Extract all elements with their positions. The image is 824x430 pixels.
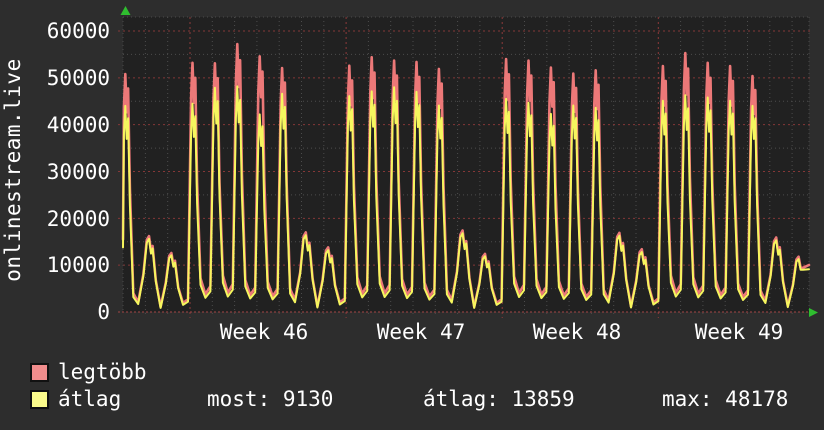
series-line-avg (122, 85, 810, 309)
x-axis-label-week-48: Week 48 (532, 320, 622, 344)
x-axis-label-week-47: Week 47 (376, 320, 466, 344)
y-axis-label: 30000 (46, 160, 110, 184)
stat-max-value: 48178 (725, 387, 789, 411)
vertical-title: onlinestream.live (1, 58, 25, 282)
legend-label-max: legtöbb (58, 360, 147, 384)
legend-item-avg: átlag (30, 388, 121, 410)
x-axis-arrow-icon (809, 308, 818, 317)
stat-atlag: átlag: 13859 (423, 388, 575, 410)
legend-swatch-avg (30, 389, 49, 409)
y-axis-label: 40000 (46, 113, 110, 137)
legend-swatch-max (30, 362, 49, 382)
y-axis-label: 60000 (46, 19, 110, 43)
stat-most-value: 9130 (282, 387, 334, 411)
x-axis-label-week-49: Week 49 (694, 320, 784, 344)
y-axis-label: 10000 (46, 253, 110, 277)
y-axis-arrow-icon (120, 6, 131, 15)
legend-item-max: legtöbb (30, 361, 147, 383)
traffic-graph (118, 6, 818, 318)
x-axis-label-week-46: Week 46 (219, 320, 309, 344)
y-axis-label: 50000 (46, 66, 110, 90)
stat-atlag-label: átlag: (423, 387, 499, 411)
legend-label-avg: átlag (58, 387, 122, 411)
stat-most: most: 9130 (207, 388, 333, 410)
series-lines (121, 42, 811, 309)
stat-max-label: max: (662, 387, 713, 411)
y-axis-label: 0 (97, 300, 110, 324)
stat-most-label: most: (207, 387, 271, 411)
stat-atlag-value: 13859 (511, 387, 575, 411)
stat-max: max: 48178 (662, 388, 788, 410)
y-axis-label: 20000 (46, 207, 110, 231)
